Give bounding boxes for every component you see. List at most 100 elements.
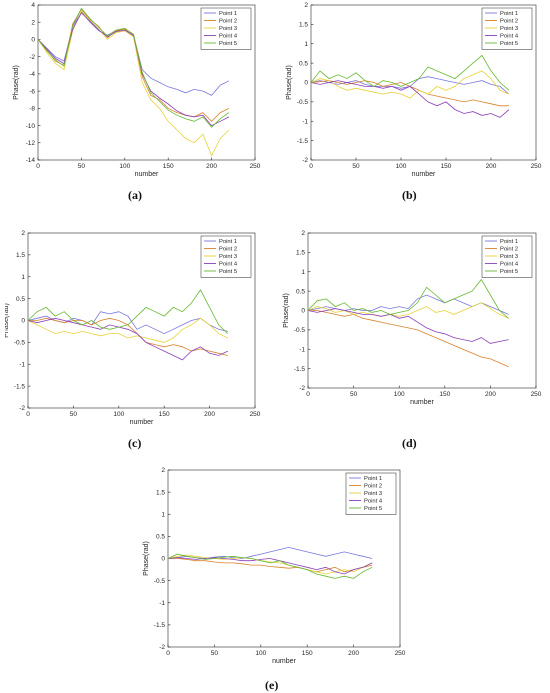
panel-label-a: (a) — [128, 188, 142, 202]
y-tick-label: 0.5 — [16, 296, 25, 303]
y-tick-label: 0 — [161, 556, 165, 563]
legend-entry: Point 2 — [500, 19, 518, 25]
y-tick-label: -2 — [299, 385, 305, 392]
x-tick-label: 50 — [70, 411, 78, 418]
legend-entry: Point 1 — [219, 239, 237, 245]
x-tick-label: 250 — [531, 163, 542, 170]
legend-entry: Point 1 — [500, 239, 518, 245]
x-axis-label: number — [410, 399, 434, 406]
y-tick-label: -2 — [29, 54, 35, 61]
legend-entry: Point 5 — [219, 269, 237, 275]
y-axis-label: Phase(rad) — [13, 65, 20, 100]
series-line-5 — [310, 54, 510, 91]
x-tick-label: 100 — [396, 163, 407, 170]
y-tick-label: 2 — [304, 2, 308, 9]
y-tick-label: 4 — [31, 2, 35, 9]
y-tick-label: 1 — [304, 41, 308, 48]
chart-c: 0 50 100 150 200 250 -2 -1.5 -1 -0.5 0 0.5 1 1.5 2 numb… — [5, 230, 261, 426]
x-tick-label: 200 — [348, 650, 359, 657]
y-tick-label: 1 — [21, 274, 25, 281]
series-line-5 — [167, 553, 373, 579]
x-tick-label: 50 — [211, 650, 219, 657]
y-tick-label: 1 — [301, 269, 305, 276]
series-line-1 — [167, 546, 373, 559]
y-tick-label: 1.5 — [299, 22, 308, 29]
legend-entry: Point 4 — [219, 34, 238, 40]
y-tick-label: 2 — [21, 230, 25, 237]
y-tick-label: 0 — [301, 308, 305, 315]
series-line-5 — [37, 7, 230, 128]
y-tick-label: 1 — [161, 511, 165, 518]
series-line-3 — [27, 317, 228, 343]
chart-a: 0 50 100 150 200 250 -14 -12 -10 -8 -6 -4 -2 0 2 4 numbe… — [13, 2, 261, 178]
x-tick-label: 100 — [119, 163, 130, 170]
x-tick-label: 0 — [26, 411, 30, 418]
legend-entry: Point 4 — [500, 262, 519, 268]
y-axis-label: Phase(rad) — [143, 541, 150, 576]
x-tick-label: 200 — [486, 163, 497, 170]
series-line-4 — [307, 308, 509, 344]
legend-entry: Point 3 — [364, 491, 382, 497]
x-tick-label: 150 — [163, 163, 174, 170]
series-line-2 — [168, 558, 373, 573]
legend-entry: Point 4 — [500, 34, 519, 40]
legend-entry: Point 3 — [500, 254, 518, 260]
series-line-4 — [27, 317, 228, 361]
x-tick-label: 100 — [113, 411, 124, 418]
series-line-2 — [308, 310, 509, 368]
y-tick-label: 0 — [304, 80, 308, 87]
x-tick-label: 200 — [485, 391, 496, 398]
chart-e: 0 50 100 150 200 250 -2 -1.5 -1 -0.5 0 0.5 1 1.5 2 numb… — [143, 467, 406, 665]
panel-label-e: (e) — [265, 678, 279, 692]
panel-label-c: (c) — [128, 436, 142, 450]
chart-b: 0 50 100 150 200 250 -2 -1.5 -1 -0.5 0 0.5 1 1.5 2 numb… — [286, 2, 542, 178]
y-tick-label: -1.5 — [154, 622, 166, 629]
y-axis-label: Phase(rad) — [283, 293, 290, 328]
y-tick-label: -0.5 — [297, 99, 309, 106]
y-tick-label: -0.5 — [154, 578, 166, 585]
legend-entry: Point 1 — [500, 11, 518, 17]
x-tick-label: 0 — [166, 650, 170, 657]
legend-entry: Point 2 — [219, 247, 237, 253]
legend-entry: Point 4 — [219, 262, 238, 268]
x-tick-label: 250 — [531, 391, 542, 398]
y-tick-label: 1.5 — [16, 252, 25, 259]
panel-label-d: (d) — [402, 436, 417, 450]
y-tick-label: -4 — [29, 71, 35, 78]
x-tick-label: 250 — [250, 163, 261, 170]
legend-entry: Point 3 — [219, 254, 237, 260]
y-tick-label: -1 — [19, 361, 25, 368]
x-tick-label: 150 — [159, 411, 170, 418]
series-line-3 — [310, 70, 510, 99]
x-tick-label: 250 — [250, 411, 261, 418]
y-tick-label: -0.5 — [14, 340, 26, 347]
y-tick-label: 0 — [21, 318, 25, 325]
x-tick-label: 0 — [36, 163, 40, 170]
series-line-4 — [310, 80, 510, 118]
legend-entry: Point 2 — [219, 19, 237, 25]
y-tick-label: -2 — [159, 644, 165, 651]
panel-label-b: (b) — [402, 188, 417, 202]
y-tick-label: -2 — [302, 157, 308, 164]
x-tick-label: 100 — [255, 650, 266, 657]
y-tick-label: 0 — [31, 37, 35, 44]
x-tick-label: 150 — [439, 391, 450, 398]
y-tick-label: 1.5 — [156, 489, 165, 496]
legend-entry: Point 3 — [500, 26, 518, 32]
legend-entry: Point 5 — [500, 41, 518, 47]
x-tick-label: 100 — [394, 391, 405, 398]
y-tick-label: -1 — [302, 118, 308, 125]
series-line-3 — [167, 554, 373, 575]
y-tick-label: -12 — [26, 140, 36, 147]
chart-d: 0 50 100 150 200 250 -2 -1.5 -1 -0.5 0 0.5 1 1.5 2 numb… — [283, 230, 542, 406]
series-line-5 — [307, 278, 509, 319]
y-tick-label: -0.5 — [294, 327, 306, 334]
x-axis-label: number — [272, 658, 296, 665]
x-tick-label: 150 — [441, 163, 452, 170]
x-tick-label: 150 — [302, 650, 313, 657]
x-tick-label: 0 — [309, 163, 313, 170]
y-tick-label: -1.5 — [297, 138, 309, 145]
x-tick-label: 250 — [395, 650, 406, 657]
legend-entry: Point 5 — [500, 269, 518, 275]
y-tick-label: 1.5 — [296, 250, 305, 257]
